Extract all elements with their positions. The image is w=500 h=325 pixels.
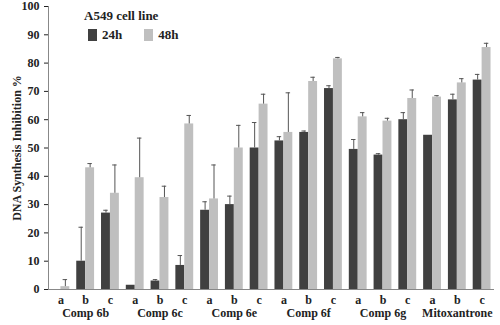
svg-text:10: 10 (28, 254, 40, 268)
svg-text:Comp 6g: Comp 6g (360, 306, 406, 320)
svg-text:b: b (379, 293, 387, 307)
svg-text:80: 80 (28, 56, 40, 70)
svg-text:Comp 6b: Comp 6b (62, 306, 109, 320)
html-text:48h: 48h (158, 27, 179, 42)
svg-text:Comp 6f: Comp 6f (286, 306, 331, 320)
html-text:24h: 24h (102, 27, 123, 42)
svg-text:Mitoxantrone: Mitoxantrone (422, 306, 493, 320)
svg-text:Comp 6c: Comp 6c (137, 306, 183, 320)
svg-text:50: 50 (28, 141, 40, 155)
svg-text:0: 0 (34, 282, 40, 296)
svg-text:c: c (107, 293, 114, 307)
svg-text:c: c (405, 293, 411, 307)
svg-text:c: c (182, 293, 188, 307)
svg-text:a: a (206, 293, 213, 307)
svg-text:c: c (479, 293, 485, 307)
svg-text:a: a (355, 293, 362, 307)
svg-text:a: a (132, 293, 139, 307)
svg-text:100: 100 (22, 0, 40, 13)
svg-text:b: b (231, 293, 238, 307)
svg-text:70: 70 (28, 84, 40, 98)
html-text:A549 cell line: A549 cell line (84, 8, 159, 23)
svg-text:a: a (57, 293, 64, 307)
svg-text:c: c (256, 293, 262, 307)
svg-text:20: 20 (28, 226, 40, 240)
svg-text:b: b (82, 293, 89, 307)
svg-text:90: 90 (28, 28, 40, 42)
svg-text:b: b (454, 293, 461, 307)
svg-text:30: 30 (28, 197, 40, 211)
svg-text:b: b (305, 293, 312, 307)
svg-text:c: c (331, 293, 337, 307)
svg-text:a: a (280, 293, 287, 307)
svg-text:60: 60 (28, 113, 40, 127)
svg-text:Comp 6e: Comp 6e (211, 306, 257, 320)
svg-text:DNA Synthesis Inhibition %: DNA Synthesis Inhibition % (10, 75, 24, 221)
svg-text:a: a (429, 293, 436, 307)
svg-text:b: b (156, 293, 164, 307)
svg-text:40: 40 (28, 169, 40, 183)
